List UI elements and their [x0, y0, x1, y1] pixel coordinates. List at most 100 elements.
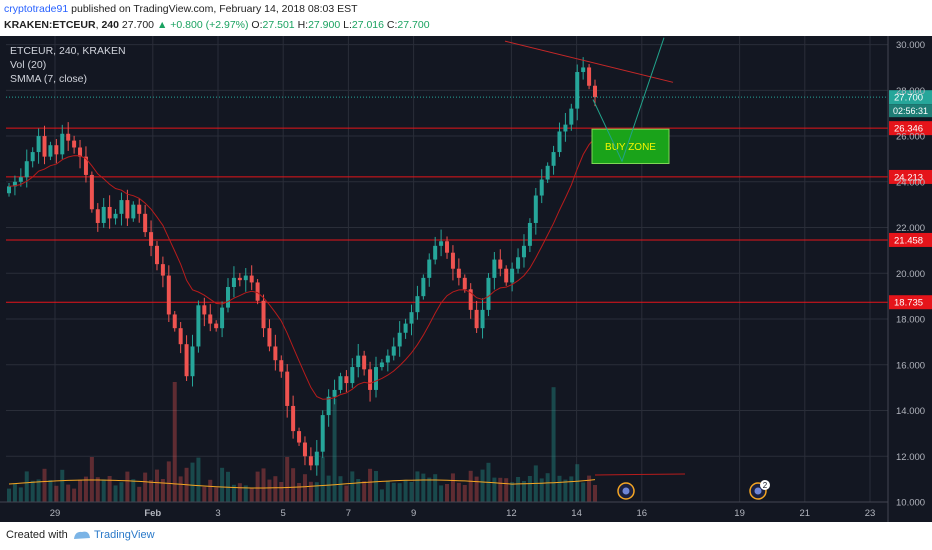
- candle-body: [314, 451, 319, 466]
- volume-bar: [510, 482, 515, 502]
- candle-body: [521, 245, 526, 258]
- volume-bar: [220, 467, 225, 502]
- volume-bar: [48, 480, 53, 502]
- volume-bar: [409, 482, 414, 502]
- tradingview-brand[interactable]: TradingView: [94, 529, 155, 541]
- volume-bar: [208, 479, 213, 502]
- high-label: H:: [297, 19, 309, 31]
- volume-bar: [249, 487, 254, 502]
- candle-body: [551, 152, 556, 166]
- candle-body: [533, 195, 538, 223]
- published-text: published on TradingView.com, February 1…: [71, 3, 358, 15]
- volume-bar: [267, 479, 272, 502]
- price-chart[interactable]: 26.346 24.213 21.458 18.735 27.700 02:56:31 B…: [0, 36, 932, 522]
- volume-bar: [160, 479, 165, 502]
- volume-bar: [587, 475, 592, 502]
- volume-bar: [569, 476, 574, 502]
- support-price-tag: [889, 169, 932, 184]
- support-price-label: 26.346: [894, 124, 923, 135]
- support-price-tag: [889, 295, 932, 310]
- candle-body: [30, 152, 35, 162]
- volume-bar: [255, 471, 260, 502]
- candle-body: [143, 213, 148, 233]
- volume-bar: [125, 471, 130, 502]
- volume-bar: [24, 471, 29, 502]
- volume-bar: [385, 480, 390, 502]
- volume-bar: [344, 485, 349, 502]
- candle-body: [226, 287, 231, 308]
- support-price-label: 24.213: [894, 172, 923, 183]
- candle-body: [66, 133, 71, 141]
- volume-bar: [468, 470, 473, 502]
- candle-body: [581, 67, 586, 73]
- footer: Created with TradingView: [0, 522, 932, 550]
- candle-body: [403, 323, 408, 333]
- candle-body: [415, 296, 420, 313]
- open-label: O:: [251, 19, 263, 31]
- event-badge-dot: [622, 487, 630, 495]
- candle-body: [166, 275, 171, 315]
- event-count-badge: [760, 480, 770, 490]
- legend-volume: Vol (20): [10, 59, 46, 71]
- volume-bar: [261, 468, 266, 502]
- volume-ma-line: [8, 479, 596, 489]
- candle-body: [101, 206, 106, 223]
- candle-body: [397, 332, 402, 347]
- volume-bar: [137, 486, 142, 502]
- volume-bar: [527, 476, 532, 502]
- volume-bar: [320, 457, 325, 502]
- interval-label: 240: [101, 19, 119, 31]
- close-value: 27.700: [397, 19, 430, 31]
- change-value: +0.800 (+2.97%): [170, 19, 249, 31]
- candle-body: [255, 282, 260, 301]
- resistance-trendline: [504, 40, 674, 83]
- candle-body: [391, 346, 396, 356]
- candle-body: [480, 309, 485, 329]
- chart-panel[interactable]: 26.346 24.213 21.458 18.735 27.700 02:56:31 B…: [0, 36, 932, 522]
- candle-body: [474, 309, 479, 329]
- volume-bar: [113, 485, 118, 502]
- volume-bar: [214, 487, 219, 502]
- candle-body: [231, 277, 236, 288]
- candle-body: [350, 367, 355, 384]
- candle-body: [593, 85, 597, 98]
- volume-bar: [107, 476, 112, 502]
- publish-line: cryptotrade91 published on TradingView.c…: [4, 3, 358, 15]
- volume-bar: [338, 476, 343, 502]
- volume-bar: [131, 479, 136, 502]
- volume-bar: [397, 483, 402, 502]
- volume-ma-extension: [594, 473, 686, 476]
- candle-body: [557, 131, 562, 153]
- volume-bar: [243, 485, 248, 502]
- volume-bar: [149, 480, 154, 502]
- candle-body: [178, 328, 183, 345]
- volume-bar: [202, 486, 207, 502]
- candle-body: [409, 312, 414, 324]
- volume-bar: [368, 468, 373, 502]
- candle-body: [249, 275, 254, 283]
- volume-bar: [18, 487, 23, 502]
- symbol-label: KRAKEN:ETCEUR: [4, 19, 96, 31]
- volume-bar: [302, 474, 307, 502]
- y-tick-label: 28.000: [896, 86, 925, 97]
- candle-body: [89, 174, 94, 210]
- author-link[interactable]: cryptotrade91: [4, 3, 69, 15]
- candle-body: [243, 275, 248, 281]
- volume-bar: [95, 477, 100, 502]
- y-tick-label: 24.000: [896, 177, 925, 188]
- candle-body: [539, 179, 544, 196]
- candle-body: [379, 362, 384, 368]
- candle-body: [208, 314, 213, 324]
- candle-body: [190, 346, 195, 377]
- volume-bar: [291, 468, 296, 502]
- volume-bar: [456, 482, 461, 502]
- volume-bar: [391, 482, 396, 502]
- candle-body: [160, 264, 165, 276]
- smma-line: [8, 137, 596, 400]
- countdown-tag: [889, 104, 932, 118]
- event-badge-dot: [754, 487, 762, 495]
- candle-body: [575, 72, 580, 109]
- volume-bar: [539, 478, 544, 502]
- volume-bar: [350, 471, 355, 502]
- volume-bar: [36, 479, 41, 502]
